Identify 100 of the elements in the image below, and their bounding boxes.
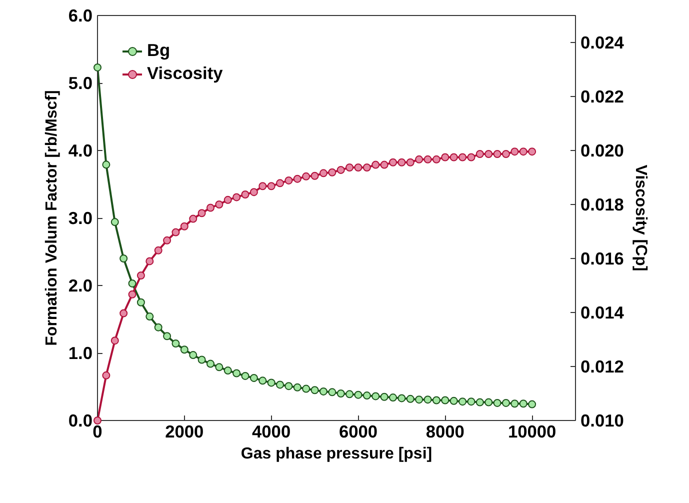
point bbox=[354, 390, 362, 399]
point bbox=[458, 153, 467, 162]
point bbox=[241, 190, 250, 199]
point bbox=[206, 360, 214, 368]
point bbox=[432, 396, 440, 404]
point bbox=[493, 150, 502, 158]
y2-tick-label: 0.020 bbox=[580, 140, 624, 160]
point bbox=[354, 164, 362, 172]
point bbox=[128, 279, 136, 288]
legend-label: Viscosity bbox=[147, 63, 223, 84]
point bbox=[372, 160, 380, 169]
y2-tick-label: 0.012 bbox=[580, 356, 624, 376]
point bbox=[424, 396, 432, 404]
point bbox=[380, 160, 388, 169]
point bbox=[510, 400, 519, 408]
point bbox=[476, 398, 484, 406]
point bbox=[484, 398, 493, 406]
point bbox=[346, 164, 354, 172]
point bbox=[302, 172, 310, 180]
point bbox=[276, 380, 284, 389]
point bbox=[102, 371, 110, 380]
point bbox=[406, 394, 414, 403]
point bbox=[310, 172, 319, 180]
point bbox=[441, 153, 450, 162]
y2-tick-label: 0.018 bbox=[580, 194, 624, 214]
y2-tick-label: 0.014 bbox=[580, 302, 624, 322]
point bbox=[206, 204, 214, 212]
point bbox=[328, 388, 336, 396]
legend-label: Bg bbox=[147, 40, 170, 61]
point bbox=[136, 298, 145, 306]
point bbox=[258, 182, 267, 190]
point bbox=[388, 394, 397, 402]
point bbox=[380, 392, 388, 401]
point bbox=[232, 193, 241, 202]
point bbox=[198, 356, 206, 364]
point bbox=[120, 254, 128, 262]
point bbox=[398, 394, 406, 402]
point bbox=[398, 158, 406, 166]
point bbox=[502, 150, 510, 158]
point bbox=[215, 363, 224, 372]
point bbox=[154, 323, 162, 332]
point bbox=[146, 257, 154, 266]
point bbox=[528, 148, 536, 156]
point bbox=[110, 218, 119, 226]
point bbox=[484, 150, 493, 158]
point bbox=[154, 246, 162, 254]
point bbox=[346, 390, 354, 398]
point bbox=[415, 155, 424, 164]
point bbox=[172, 228, 180, 236]
point bbox=[250, 374, 258, 382]
point bbox=[302, 384, 310, 393]
point bbox=[493, 398, 502, 407]
point bbox=[198, 209, 206, 218]
y2-tick-label: 0.010 bbox=[580, 410, 624, 430]
x-tick-label: 4000 bbox=[252, 422, 291, 442]
point bbox=[372, 392, 380, 400]
point bbox=[232, 369, 241, 378]
x-tick-label: 0 bbox=[92, 422, 102, 442]
point bbox=[406, 158, 414, 166]
point bbox=[293, 174, 302, 183]
point bbox=[224, 196, 232, 204]
point bbox=[250, 188, 258, 196]
point bbox=[189, 351, 198, 360]
point bbox=[528, 400, 536, 408]
point bbox=[146, 312, 154, 321]
y2-tick-label: 0.024 bbox=[580, 32, 624, 52]
point bbox=[450, 396, 458, 405]
x-tick-label: 6000 bbox=[338, 422, 378, 442]
point bbox=[476, 150, 484, 158]
point bbox=[128, 290, 136, 298]
point bbox=[319, 387, 328, 396]
point bbox=[310, 386, 319, 394]
point bbox=[163, 332, 172, 340]
point bbox=[180, 346, 188, 354]
y-tick-label: 5.0 bbox=[68, 73, 93, 93]
point bbox=[319, 169, 328, 178]
x-tick-label: 2000 bbox=[165, 422, 204, 442]
point bbox=[450, 153, 458, 162]
point bbox=[336, 166, 345, 174]
point bbox=[102, 160, 110, 169]
y2-tick-label: 0.016 bbox=[580, 248, 624, 268]
x-tick-label: 8000 bbox=[426, 422, 464, 442]
point bbox=[424, 155, 432, 164]
point bbox=[258, 376, 267, 385]
point bbox=[94, 416, 102, 424]
y-tick-label: 4.0 bbox=[68, 140, 93, 160]
point bbox=[215, 200, 224, 208]
point bbox=[120, 309, 128, 318]
point bbox=[362, 392, 371, 400]
y2-axis-title: Viscosity [Cp] bbox=[632, 164, 649, 272]
point bbox=[172, 340, 180, 348]
y2-tick-label: 0.022 bbox=[580, 86, 624, 106]
point bbox=[163, 236, 172, 244]
point bbox=[224, 366, 232, 375]
point bbox=[441, 396, 450, 404]
point bbox=[328, 168, 336, 176]
point bbox=[502, 398, 510, 407]
point bbox=[189, 214, 198, 223]
x-axis-title: Gas phase pressure [psi] bbox=[240, 446, 432, 462]
point bbox=[94, 63, 102, 72]
